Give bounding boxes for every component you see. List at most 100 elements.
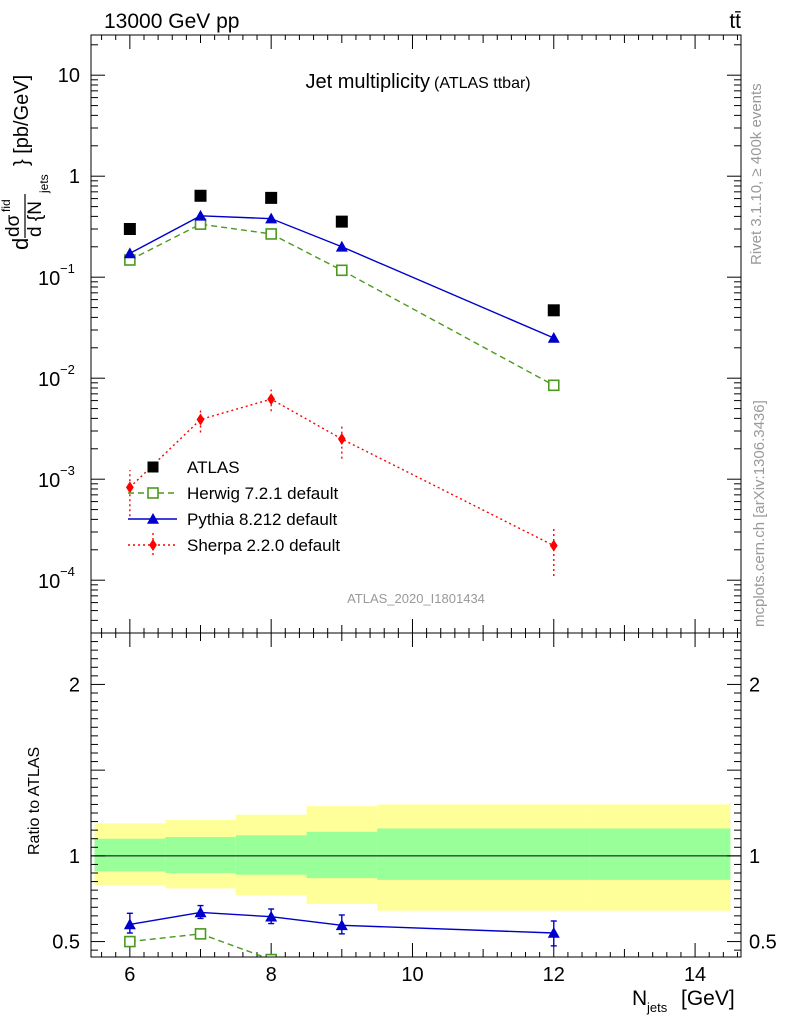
data-point [123, 223, 136, 236]
x-tick-label: 14 [684, 964, 706, 986]
data-point [335, 240, 348, 252]
legend: ATLAS Herwig 7.2.1 default Pythia 8.212 de… [128, 458, 340, 557]
legend-label: Sherpa 2.2.0 default [187, 536, 340, 555]
svg-text:jets: jets [646, 1000, 668, 1015]
ratio-y-tick-label-right: 2 [749, 674, 760, 696]
legend-item-atlas: ATLAS [147, 458, 240, 477]
legend-item-sherpa-2-2-0-default: Sherpa 2.2.0 default [128, 533, 340, 557]
process-label: tt̄ [729, 10, 741, 33]
data-point [123, 247, 136, 259]
energy-label: 13000 GeV pp [104, 10, 239, 33]
data-point [547, 304, 560, 317]
chart-title: Jet multiplicity [306, 71, 430, 93]
analysis-watermark: ATLAS_2020_I1801434 [347, 591, 485, 606]
y-tick-label-base: 10 [38, 470, 60, 492]
data-point [549, 539, 558, 552]
data-point [194, 189, 207, 202]
inner-band-segment [377, 828, 590, 880]
ratio-point [194, 928, 207, 940]
ratio-point [335, 919, 348, 931]
data-point [335, 215, 348, 228]
data-point [547, 379, 560, 392]
inner-band-segment [589, 828, 731, 880]
data-series [123, 189, 560, 957]
y-tick-label: 10 −1 [38, 261, 75, 290]
svg-text:jets: jets [37, 174, 51, 194]
svg-text:d: d [8, 238, 33, 250]
data-point [265, 212, 278, 224]
ratio-y-tick-label-right: 0.5 [749, 932, 777, 954]
rivet-label: Rivet 3.1.10, ≥ 400k events [748, 83, 765, 265]
ratio-y-tick-label-left: 2 [69, 674, 80, 696]
y-tick-label-exponent: −3 [60, 463, 75, 478]
ratio-point [547, 927, 560, 938]
series-pythia-8-212-default [123, 209, 560, 343]
y-tick-label-exponent: −2 [60, 362, 75, 377]
ratio-line [129, 933, 267, 957]
y-tick-label: 1 [69, 166, 80, 188]
legend-marker [147, 487, 159, 499]
ratio-series-pythia-8-212-default [123, 904, 560, 947]
x-tick-label: 12 [543, 964, 565, 986]
legend-label: Herwig 7.2.1 default [187, 484, 338, 503]
svg-text:} [pb/GeV]: } [pb/GeV] [11, 75, 33, 166]
x-axis-title: N jets [GeV] [632, 987, 735, 1015]
chart-subtitle: (ATLAS ttbar) [434, 75, 531, 92]
y-tick-label: 10 −3 [38, 463, 75, 492]
ratio-point [265, 953, 277, 957]
series-herwig-7-2-1-default [124, 218, 560, 392]
legend-label: ATLAS [187, 458, 240, 477]
data-point [196, 413, 205, 426]
y-tick-label-exponent: −4 [60, 564, 75, 579]
y-tick-label-exponent: −1 [60, 261, 75, 276]
svg-text:fid: fid [0, 199, 13, 212]
ratio-panel-frame [90, 632, 742, 958]
mcplots-label: mcplots.cern.ch [arXiv:1306.3436] [751, 400, 768, 627]
legend-item-pythia-8-212-default: Pythia 8.212 default [128, 510, 338, 529]
data-point [547, 331, 560, 343]
data-point [194, 209, 207, 221]
series-atlas [123, 189, 560, 317]
y-tick-label: 10 [58, 65, 80, 87]
series-sherpa-2-2-0-default [125, 389, 558, 577]
inner-band-segment [94, 838, 166, 872]
data-point [265, 191, 278, 204]
data-point [337, 432, 346, 445]
ratio-y-axis-title: Ratio to ATLAS [26, 747, 43, 855]
legend-marker [149, 539, 157, 551]
ratio-point [265, 910, 278, 922]
ratio-point [194, 906, 207, 918]
ratio-point [123, 918, 136, 930]
series-line [129, 215, 555, 339]
y-tick-label-base: 10 [38, 571, 60, 593]
ratio-y-tick-label-right: 1 [749, 846, 760, 868]
data-point [194, 218, 207, 230]
legend-marker [147, 461, 159, 473]
ratio-series-herwig-7-2-1-default [124, 928, 277, 957]
legend-marker [147, 513, 159, 524]
legend-label: Pythia 8.212 default [187, 510, 338, 529]
ratio-y-tick-label-left: 1 [69, 846, 80, 868]
svg-text:N: N [632, 987, 647, 1010]
inner-band-segment [306, 831, 378, 879]
x-tick-label: 10 [401, 964, 423, 986]
inner-band-segment [235, 835, 307, 875]
data-point [125, 481, 134, 494]
ratio-uncertainty-bands [91, 804, 741, 911]
y-tick-label: 10 −4 [38, 564, 75, 593]
legend-item-herwig-7-2-1-default: Herwig 7.2.1 default [128, 484, 338, 503]
x-tick-label: 6 [124, 964, 135, 986]
inner-band-segment [165, 837, 236, 873]
y-axis-title: d dσ fid d {N jets } [pb/GeV] [0, 75, 51, 250]
svg-text:[GeV]: [GeV] [681, 987, 735, 1010]
data-point [265, 228, 277, 240]
y-tick-label-base: 10 [38, 369, 60, 391]
ratio-y-tick-label-left: 0.5 [52, 932, 80, 954]
ratio-point [124, 935, 136, 948]
y-tick-label: 10 −2 [38, 362, 75, 391]
x-tick-label: 8 [266, 964, 277, 986]
svg-text:dσ: dσ [3, 214, 24, 237]
data-point [336, 264, 348, 277]
svg-text:d {N: d {N [25, 201, 46, 237]
